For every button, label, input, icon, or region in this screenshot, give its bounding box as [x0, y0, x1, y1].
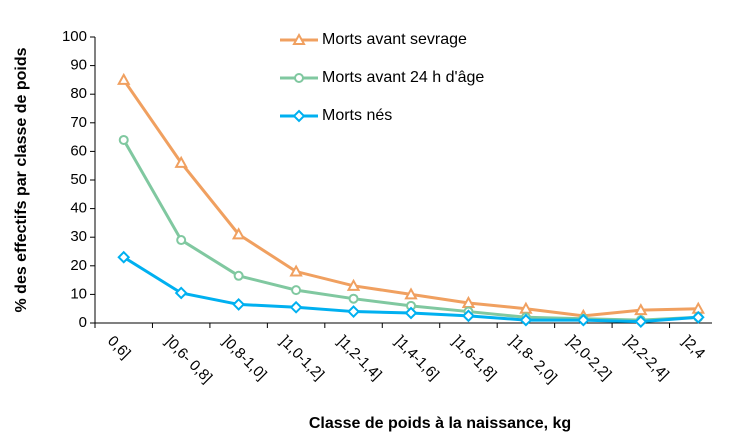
marker: [292, 109, 306, 123]
x-tick-label: ]0,6- 0,8]: [162, 333, 216, 387]
x-tick-label: ]1,2-1,4]: [334, 333, 385, 384]
y-tick-label: 10: [70, 285, 87, 302]
marker: [118, 134, 129, 145]
y-tick-label: 60: [70, 142, 87, 159]
marker: [634, 303, 648, 316]
marker: [174, 286, 188, 300]
marker: [289, 264, 303, 277]
marker: [117, 72, 131, 85]
marker: [289, 300, 303, 314]
marker: [519, 313, 533, 327]
marker: [231, 227, 246, 240]
y-tick-label: 30: [70, 228, 87, 245]
marker: [176, 235, 187, 246]
legend-label: Morts nés: [322, 107, 392, 124]
y-tick-label: 40: [70, 200, 87, 217]
marker: [576, 313, 590, 327]
x-tick-label: ]1,8- 2,0]: [506, 333, 560, 387]
x-tick-label: ]1,0-1,2]: [276, 333, 327, 384]
marker: [519, 301, 533, 314]
x-tick-label: ]1,6-1,8]: [449, 333, 500, 384]
x-tick-label: ]0,8-1,0]: [219, 333, 270, 384]
marker: [294, 73, 304, 83]
marker: [233, 270, 244, 281]
x-axis-title: Classe de poids à la naissance, kg: [309, 415, 571, 432]
legend-label: Morts avant sevrage: [322, 31, 467, 48]
y-tick-label: 50: [70, 171, 87, 188]
x-tick-label: ]1,4-1,6]: [391, 333, 442, 384]
marker: [346, 278, 361, 291]
y-tick-label: 90: [70, 57, 87, 74]
x-tick-label: ]2,2-2,4]: [621, 333, 672, 384]
marker: [462, 309, 475, 323]
y-tick-label: 100: [62, 28, 87, 45]
marker: [404, 306, 418, 320]
marker: [348, 293, 359, 304]
marker: [691, 310, 705, 324]
marker: [404, 287, 418, 300]
marker: [232, 297, 246, 311]
legend-label: Morts avant 24 h d'âge: [322, 69, 484, 86]
y-tick-label: 0: [79, 314, 87, 331]
marker: [347, 305, 360, 318]
y-tick-label: 80: [70, 85, 87, 102]
marker: [117, 250, 131, 264]
x-tick-label: 0,6]: [104, 333, 134, 363]
marker: [634, 315, 648, 328]
series-line: [122, 79, 699, 318]
y-tick-label: 20: [70, 257, 87, 274]
y-tick-label: 70: [70, 114, 87, 131]
x-tick-label: ]2,0-2,2]: [564, 333, 615, 384]
marker: [461, 295, 476, 308]
x-tick-label: ]2,4: [679, 333, 709, 363]
y-axis-title: % des effectifs par classe de poids: [13, 47, 30, 312]
marker: [174, 155, 188, 168]
marker: [291, 285, 302, 296]
marker: [292, 32, 306, 45]
